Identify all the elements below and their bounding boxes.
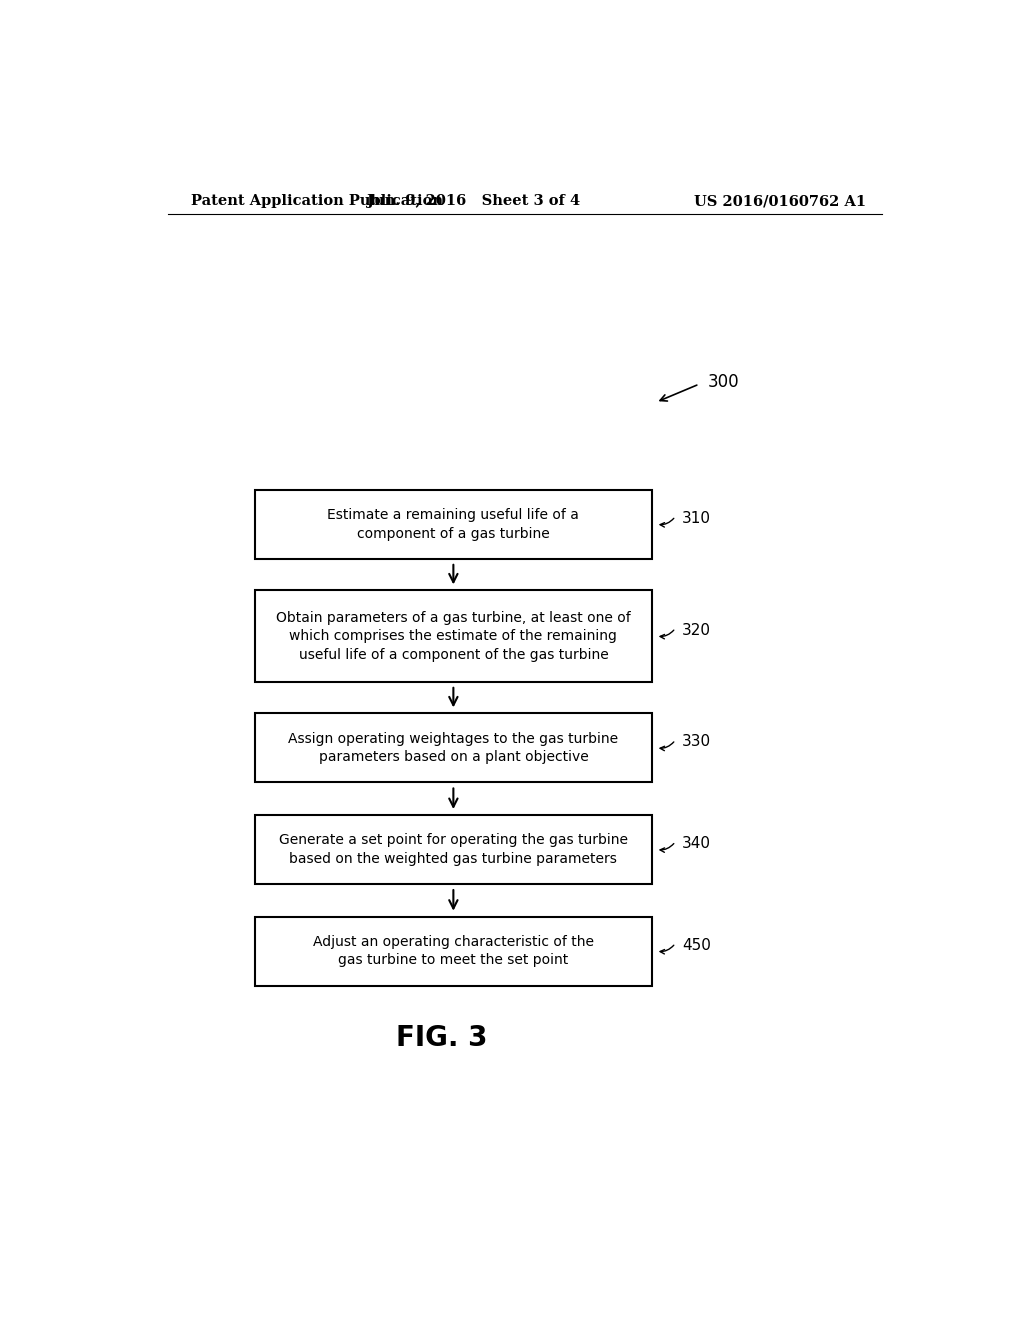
Text: 450: 450	[682, 937, 711, 953]
Bar	[255, 814, 651, 884]
Bar	[255, 713, 651, 783]
Text: US 2016/0160762 A1: US 2016/0160762 A1	[694, 194, 866, 209]
Text: 340: 340	[682, 836, 711, 851]
Text: Estimate a remaining useful life of a
component of a gas turbine: Estimate a remaining useful life of a co…	[328, 508, 580, 540]
Bar	[255, 916, 651, 986]
Text: Assign operating weightages to the gas turbine
parameters based on a plant objec: Assign operating weightages to the gas t…	[289, 731, 618, 764]
Text: 330: 330	[682, 734, 711, 750]
Text: 320: 320	[682, 623, 711, 638]
Text: 310: 310	[682, 511, 711, 525]
Text: Jun. 9, 2016   Sheet 3 of 4: Jun. 9, 2016 Sheet 3 of 4	[367, 194, 580, 209]
Text: FIG. 3: FIG. 3	[395, 1023, 487, 1052]
Bar	[255, 490, 651, 558]
Text: Generate a set point for operating the gas turbine
based on the weighted gas tur: Generate a set point for operating the g…	[279, 833, 628, 866]
Text: Adjust an operating characteristic of the
gas turbine to meet the set point: Adjust an operating characteristic of th…	[313, 935, 594, 968]
Text: Obtain parameters of a gas turbine, at least one of
which comprises the estimate: Obtain parameters of a gas turbine, at l…	[276, 611, 631, 661]
Text: 300: 300	[708, 374, 739, 391]
Bar	[255, 590, 651, 682]
Text: Patent Application Publication: Patent Application Publication	[191, 194, 443, 209]
